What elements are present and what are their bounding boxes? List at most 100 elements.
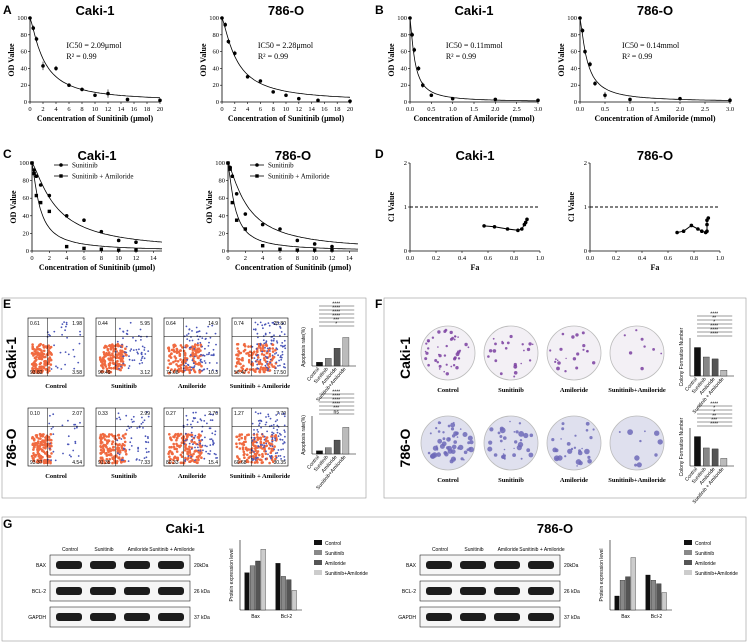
flow-event-apoptotic	[200, 353, 202, 356]
flow-event-apoptotic	[130, 437, 133, 440]
flow-event-apoptotic	[191, 339, 194, 342]
flow-event-apoptotic	[273, 323, 276, 325]
flow-event-apoptotic	[190, 435, 193, 438]
flow-event	[179, 444, 183, 447]
panel-label-g: G	[3, 517, 12, 531]
x-tick-label: 2.5	[701, 106, 709, 113]
flow-event	[167, 346, 171, 350]
flow-event-apoptotic	[130, 445, 133, 447]
blot-strip	[49, 606, 191, 628]
data-point	[628, 97, 632, 102]
flow-event-apoptotic	[263, 438, 266, 441]
flow-event-apoptotic	[186, 358, 189, 361]
flow-event	[35, 434, 39, 437]
colony-plate-0-0: Control	[420, 325, 476, 394]
flow-event	[112, 344, 115, 348]
x-tick-label: 0.5	[427, 106, 435, 113]
flow-event	[31, 343, 34, 346]
flow-event	[248, 354, 251, 358]
flow-event-apoptotic	[284, 347, 287, 350]
flow-event	[121, 434, 125, 438]
flow-event	[43, 346, 46, 349]
flow-event	[238, 442, 242, 445]
colony	[640, 366, 644, 371]
flow-event-apoptotic	[252, 328, 255, 331]
flow-event-apoptotic	[73, 367, 76, 370]
flow-event-apoptotic	[50, 427, 53, 430]
x-tick-label: 20	[157, 106, 164, 113]
x-tick-label: 0.5	[601, 106, 609, 113]
flow-event-apoptotic	[264, 423, 267, 426]
flow-event-apoptotic	[137, 446, 140, 449]
flow-event-apoptotic	[196, 443, 199, 446]
flow-event	[98, 356, 102, 359]
flow-event	[200, 456, 203, 460]
flow-event-apoptotic	[256, 363, 259, 366]
bar	[694, 347, 701, 377]
flow-event-apoptotic	[186, 439, 188, 441]
data-point	[220, 16, 224, 20]
flow-caption: Sunitinib + Amiloride	[230, 473, 291, 480]
colony	[654, 453, 658, 457]
x-tick-label: 10	[115, 255, 122, 262]
flow-event-apoptotic	[190, 423, 192, 426]
flow-event	[256, 438, 260, 441]
flow-event-apoptotic	[197, 338, 200, 341]
quadrant-ur: 2.07	[72, 411, 82, 417]
flow-event	[34, 453, 38, 457]
flow-event-apoptotic	[147, 350, 150, 352]
panel-label-e: E	[3, 297, 11, 311]
panel-f-frame	[383, 297, 747, 499]
flow-event	[259, 366, 263, 369]
flow-event	[123, 440, 127, 444]
flow-event	[185, 344, 188, 348]
flow-event-apoptotic	[254, 329, 257, 331]
flow-event	[111, 461, 114, 465]
flow-event-apoptotic	[199, 418, 202, 421]
colony	[565, 357, 567, 360]
flow-event	[102, 447, 105, 450]
data-point	[234, 192, 239, 196]
flow-caption: Amiloride	[178, 383, 206, 390]
flow-event-apoptotic	[274, 439, 277, 441]
data-point	[408, 16, 412, 20]
colony	[652, 348, 655, 351]
flow-event	[184, 445, 187, 449]
y-tick-label: 2	[404, 160, 407, 167]
colony-caption: Control	[437, 477, 459, 484]
x-tick-label: 14	[150, 255, 157, 262]
y-tick-label: 100	[17, 15, 27, 22]
flow-event	[175, 350, 179, 354]
flow-event	[261, 347, 265, 350]
bar	[645, 574, 651, 611]
y-tick-label: 20	[571, 82, 578, 89]
flow-event	[106, 347, 110, 351]
data-point	[230, 200, 235, 205]
flow-event-apoptotic	[257, 431, 259, 433]
flow-event	[260, 352, 264, 356]
flow-event	[256, 450, 260, 453]
flow-event	[108, 433, 111, 436]
flow-event	[262, 357, 266, 360]
flow-event-apoptotic	[184, 439, 187, 442]
quadrant-lr: 7.33	[140, 460, 150, 466]
flow-event	[242, 450, 246, 454]
y-tick-label: 100	[209, 15, 219, 22]
flow-event	[251, 368, 255, 371]
colony	[572, 357, 577, 361]
flow-event-apoptotic	[281, 351, 284, 353]
flow-event-apoptotic	[259, 321, 262, 324]
blot-strip	[49, 580, 191, 602]
flow-event	[36, 351, 39, 354]
flow-event-apoptotic	[183, 442, 186, 445]
flow-event	[45, 362, 49, 366]
colony	[526, 347, 531, 352]
ic50-annotation: IC50 = 0.14mmol	[622, 41, 680, 50]
y-tick-label: 60	[23, 195, 30, 202]
y-tick-label: 2	[584, 160, 587, 167]
data-point	[82, 218, 86, 222]
flow-event-apoptotic	[122, 362, 125, 365]
bar-category-label: Bax	[621, 614, 630, 620]
flow-event-apoptotic	[206, 367, 209, 370]
